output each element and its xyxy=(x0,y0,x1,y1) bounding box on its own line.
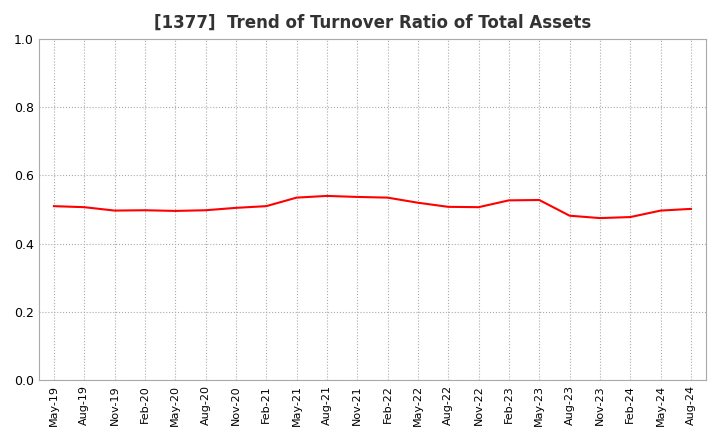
Title: [1377]  Trend of Turnover Ratio of Total Assets: [1377] Trend of Turnover Ratio of Total … xyxy=(154,14,591,32)
